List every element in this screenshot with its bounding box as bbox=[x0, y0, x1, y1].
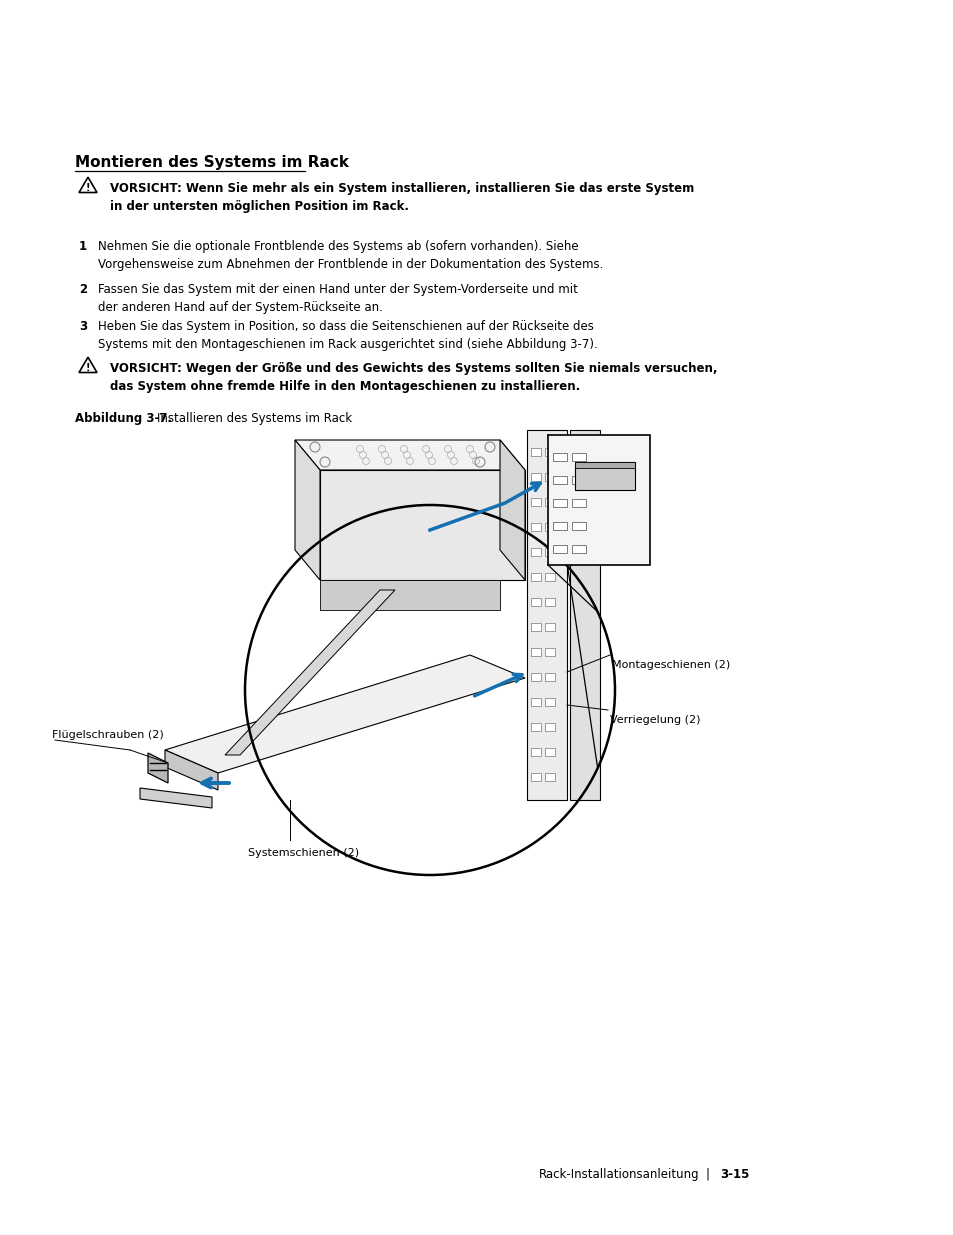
Text: Rack-Installationsanleitung: Rack-Installationsanleitung bbox=[538, 1168, 700, 1181]
Bar bbox=[553, 545, 566, 553]
Bar bbox=[531, 648, 540, 656]
Bar bbox=[531, 522, 540, 531]
Bar bbox=[531, 773, 540, 781]
Polygon shape bbox=[225, 590, 395, 755]
Bar bbox=[544, 548, 555, 556]
Polygon shape bbox=[526, 430, 566, 800]
Bar bbox=[531, 748, 540, 756]
Bar bbox=[544, 648, 555, 656]
Polygon shape bbox=[499, 440, 524, 580]
Text: |: | bbox=[705, 1168, 709, 1181]
Bar bbox=[553, 475, 566, 484]
Text: Abbildung 3-7.: Abbildung 3-7. bbox=[75, 412, 172, 425]
Polygon shape bbox=[319, 580, 499, 610]
Bar bbox=[531, 573, 540, 580]
Bar bbox=[531, 448, 540, 456]
Bar bbox=[544, 722, 555, 731]
Polygon shape bbox=[569, 430, 599, 800]
Text: Heben Sie das System in Position, so dass die Seitenschienen auf der Rückseite d: Heben Sie das System in Position, so das… bbox=[98, 320, 598, 351]
Bar bbox=[544, 473, 555, 480]
Bar bbox=[572, 453, 585, 461]
Bar bbox=[544, 573, 555, 580]
Bar bbox=[531, 498, 540, 506]
Text: Montageschienen (2): Montageschienen (2) bbox=[612, 659, 729, 671]
Polygon shape bbox=[575, 462, 635, 468]
Bar bbox=[544, 622, 555, 631]
Polygon shape bbox=[165, 750, 218, 790]
Bar bbox=[572, 475, 585, 484]
Text: Systemschienen (2): Systemschienen (2) bbox=[248, 848, 358, 858]
Polygon shape bbox=[319, 471, 524, 580]
Bar bbox=[553, 522, 566, 530]
Bar bbox=[544, 673, 555, 680]
Polygon shape bbox=[294, 440, 319, 580]
Polygon shape bbox=[140, 788, 212, 808]
Text: Verriegelung (2): Verriegelung (2) bbox=[609, 715, 700, 725]
Text: 3-15: 3-15 bbox=[720, 1168, 749, 1181]
Text: VORSICHT: Wegen der Größe und des Gewichts des Systems sollten Sie niemals versu: VORSICHT: Wegen der Größe und des Gewich… bbox=[110, 362, 717, 393]
Polygon shape bbox=[165, 655, 524, 773]
Polygon shape bbox=[148, 753, 168, 783]
Bar bbox=[531, 548, 540, 556]
Bar bbox=[544, 448, 555, 456]
Text: Nehmen Sie die optionale Frontblende des Systems ab (sofern vorhanden). Siehe
Vo: Nehmen Sie die optionale Frontblende des… bbox=[98, 240, 602, 270]
Polygon shape bbox=[575, 462, 635, 490]
Text: Montieren des Systems im Rack: Montieren des Systems im Rack bbox=[75, 156, 349, 170]
Polygon shape bbox=[547, 435, 649, 564]
Bar bbox=[544, 748, 555, 756]
Bar bbox=[544, 598, 555, 606]
Bar bbox=[544, 522, 555, 531]
Bar bbox=[572, 499, 585, 508]
Text: !: ! bbox=[86, 184, 91, 194]
Bar bbox=[572, 545, 585, 553]
Bar bbox=[531, 622, 540, 631]
Text: 1: 1 bbox=[79, 240, 87, 253]
Text: Flügelschrauben (2): Flügelschrauben (2) bbox=[52, 730, 164, 740]
Text: Installieren des Systems im Rack: Installieren des Systems im Rack bbox=[142, 412, 352, 425]
Bar bbox=[531, 673, 540, 680]
Bar bbox=[544, 498, 555, 506]
Bar bbox=[553, 499, 566, 508]
Bar bbox=[544, 773, 555, 781]
Text: !: ! bbox=[86, 363, 91, 373]
Bar bbox=[531, 598, 540, 606]
Text: VORSICHT: Wenn Sie mehr als ein System installieren, installieren Sie das erste : VORSICHT: Wenn Sie mehr als ein System i… bbox=[110, 182, 694, 212]
Text: Fassen Sie das System mit der einen Hand unter der System-Vorderseite und mit
de: Fassen Sie das System mit der einen Hand… bbox=[98, 283, 578, 314]
Bar bbox=[531, 473, 540, 480]
Text: 2: 2 bbox=[79, 283, 87, 296]
Bar bbox=[553, 453, 566, 461]
Text: 3: 3 bbox=[79, 320, 87, 333]
Bar bbox=[531, 698, 540, 706]
Bar bbox=[531, 722, 540, 731]
Bar bbox=[544, 698, 555, 706]
Polygon shape bbox=[294, 440, 524, 471]
Bar bbox=[572, 522, 585, 530]
